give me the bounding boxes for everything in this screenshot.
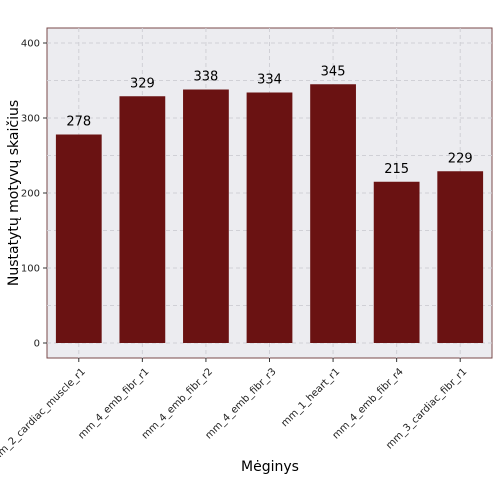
x-tick-label: mm_1_heart_r1 [279, 366, 342, 429]
data-labels: 278 329 338 334 345 215 229 [66, 64, 472, 177]
bar-mm_4_emb_fibr_r1 [119, 96, 166, 343]
x-tick-label: mm_4_emb_fibr_r1 [76, 366, 151, 441]
data-label: 334 [257, 73, 282, 88]
x-axis-title: Mėginys [241, 459, 299, 475]
bar-mm_3_cardiac_fibr_r1 [437, 171, 484, 343]
x-tick-label: mm_4_emb_fibr_r4 [331, 366, 406, 441]
data-label: 278 [66, 115, 91, 130]
bars [55, 84, 484, 343]
data-label: 215 [384, 162, 409, 177]
y-tick-label: 0 [34, 339, 40, 350]
y-tick-label: 200 [21, 189, 40, 200]
y-tick-label: 400 [21, 39, 40, 50]
bar-mm_2_cardiac_muscle_r1 [55, 134, 102, 343]
bar-mm_4_emb_fibr_r4 [373, 181, 420, 343]
y-tick-label: 300 [21, 114, 40, 125]
y-axis-title: Nustatytų motyvų skaičius [6, 100, 22, 286]
y-axis: 0 100 200 300 400 [21, 39, 47, 350]
data-label: 345 [321, 64, 346, 79]
x-tick-label: mm_4_emb_fibr_r3 [203, 366, 278, 441]
x-tick-label: mm_2_cardiac_muscle_r1 [0, 366, 88, 465]
data-label: 229 [448, 151, 473, 166]
x-axis: mm_2_cardiac_muscle_r1mm_4_emb_fibr_r1mm… [0, 358, 469, 465]
y-tick-label: 100 [21, 264, 40, 275]
x-tick-label: mm_4_emb_fibr_r2 [140, 366, 215, 441]
data-label: 329 [130, 76, 155, 91]
data-label: 338 [194, 70, 219, 85]
bar-mm_4_emb_fibr_r3 [246, 92, 293, 343]
bar-mm_1_heart_r1 [310, 84, 356, 343]
bar-mm_4_emb_fibr_r2 [183, 89, 229, 343]
